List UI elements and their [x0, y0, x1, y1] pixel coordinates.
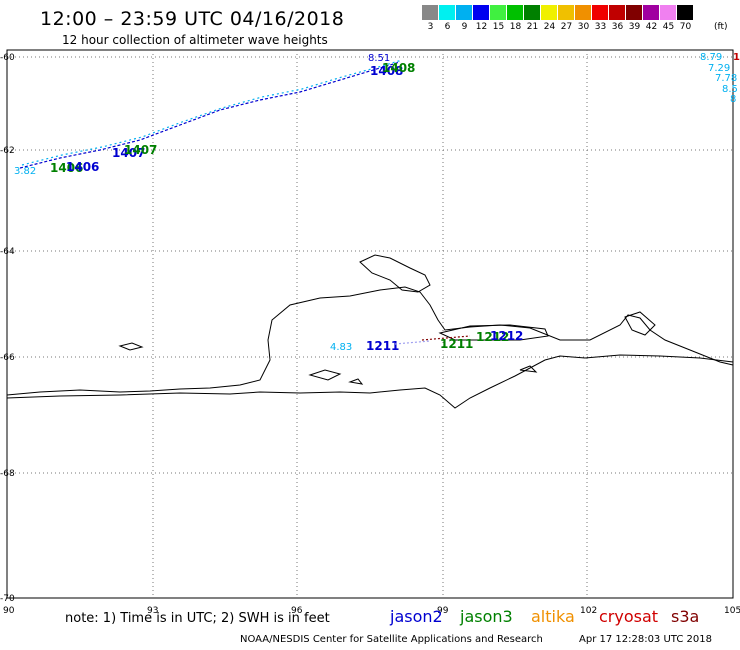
- colorbar-swatch: [609, 5, 626, 20]
- legend-s3a: s3a: [671, 607, 700, 626]
- lat-label: -62: [0, 146, 15, 156]
- wave-height-colorbar: [422, 5, 694, 20]
- coastline: [6, 254, 734, 409]
- colorbar-label: 12: [475, 22, 488, 32]
- colorbar-label: 3: [427, 22, 434, 32]
- pass-track-1211: 4.83 1211 1211 1212 1212: [330, 329, 523, 353]
- colorbar-swatch: [524, 5, 541, 20]
- lon-label: 102: [580, 606, 597, 616]
- plot-frame: [6, 49, 734, 599]
- colorbar-label: 45: [662, 22, 675, 32]
- colorbar-swatch: [422, 5, 439, 20]
- colorbar-label: 6: [444, 22, 451, 32]
- credit-text: NOAA/NESDIS Center for Satellite Applica…: [240, 634, 543, 645]
- colorbar-swatch: [643, 5, 660, 20]
- colorbar-swatch: [575, 5, 592, 20]
- colorbar-label: 27: [560, 22, 573, 32]
- colorbar-swatch: [507, 5, 524, 20]
- pass-track-1406: 3.82 1406 1406 1407 1407: [14, 143, 157, 177]
- colorbar-label: 33: [594, 22, 607, 32]
- colorbar-swatch: [677, 5, 694, 20]
- pass-label-1406: 1406: [50, 161, 83, 175]
- colorbar-swatch: [439, 5, 456, 20]
- colorbar-label: 18: [509, 22, 522, 32]
- colorbar-label: 39: [628, 22, 641, 32]
- pass-label-1407: 1407: [112, 146, 145, 160]
- colorbar-swatch: [490, 5, 507, 20]
- swh-value: 8.79: [700, 52, 722, 63]
- pass-label-1211: 1211: [366, 339, 399, 353]
- lon-label: 90: [3, 606, 15, 616]
- lon-label: 99: [437, 606, 449, 616]
- pass-label-1211-j3: 1211: [440, 337, 473, 351]
- colorbar-swatch: [626, 5, 643, 20]
- lat-label: -70: [0, 594, 15, 604]
- colorbar-label: 9: [461, 22, 468, 32]
- lon-label: 105: [724, 606, 740, 616]
- gridlines: [7, 50, 733, 598]
- pass-label-1212-j2: 1212: [490, 329, 523, 343]
- lat-label: -68: [0, 469, 15, 479]
- pass-label-1406-j2: 1406: [66, 160, 99, 174]
- swh-value: 8.5: [722, 84, 738, 95]
- colorbar-swatch: [456, 5, 473, 20]
- swh-values-right: 8.79 7.29 7.78 8.5 8 1: [700, 52, 740, 105]
- lat-label: -64: [0, 247, 15, 257]
- map-title: 12:00 – 23:59 UTC 04/16/2018: [40, 8, 345, 30]
- pass-label-1407-j3: 1407: [124, 143, 157, 157]
- colorbar-swatch: [558, 5, 575, 20]
- footer-note: note: 1) Time is in UTC; 2) SWH is in fe…: [65, 611, 330, 626]
- colorbar-label: 36: [611, 22, 624, 32]
- lat-label: -66: [0, 353, 15, 363]
- legend-cryosat: cryosat: [599, 607, 659, 626]
- pass-label-1408: 1408: [370, 64, 403, 78]
- pass-label-1212: 1212: [476, 330, 509, 344]
- colorbar-label: 70: [679, 22, 692, 32]
- pass-label-1408-j3: 1408: [382, 61, 415, 75]
- colorbar-unit: (ft): [714, 22, 728, 32]
- lon-label: 93: [147, 606, 158, 616]
- colorbar-swatch: [660, 5, 677, 20]
- colorbar-swatch: [473, 5, 490, 20]
- colorbar-label: 24: [543, 22, 556, 32]
- colorbar-labels: 3 6 9 12 15 18 21 24 27 30 33 36 39 42 45 70: [422, 22, 694, 32]
- colorbar-label: 30: [577, 22, 590, 32]
- legend-jason2: jason2: [390, 607, 443, 626]
- colorbar-swatch: [541, 5, 558, 20]
- swh-value: 7.78: [715, 73, 737, 84]
- colorbar-swatch: [592, 5, 609, 20]
- map-subtitle: 12 hour collection of altimeter wave hei…: [62, 33, 328, 47]
- timestamp-text: Apr 17 12:28:03 UTC 2018: [579, 634, 712, 645]
- lat-label: -60: [0, 53, 15, 63]
- colorbar-label: 21: [526, 22, 539, 32]
- swh-value: 8.51: [368, 53, 390, 64]
- legend-altika: altika: [531, 607, 575, 626]
- swh-value: 3.82: [14, 166, 36, 177]
- swh-value: 1: [733, 52, 740, 63]
- swh-value: 4.83: [330, 342, 352, 353]
- colorbar-label: 42: [645, 22, 658, 32]
- legend-jason3: jason3: [460, 607, 513, 626]
- swh-value: 7.29: [708, 63, 730, 74]
- colorbar-label: 15: [492, 22, 505, 32]
- track-marks-mid: [394, 335, 471, 345]
- lon-label: 96: [291, 606, 303, 616]
- track-marks: [19, 59, 403, 169]
- swh-value: 8: [730, 94, 736, 105]
